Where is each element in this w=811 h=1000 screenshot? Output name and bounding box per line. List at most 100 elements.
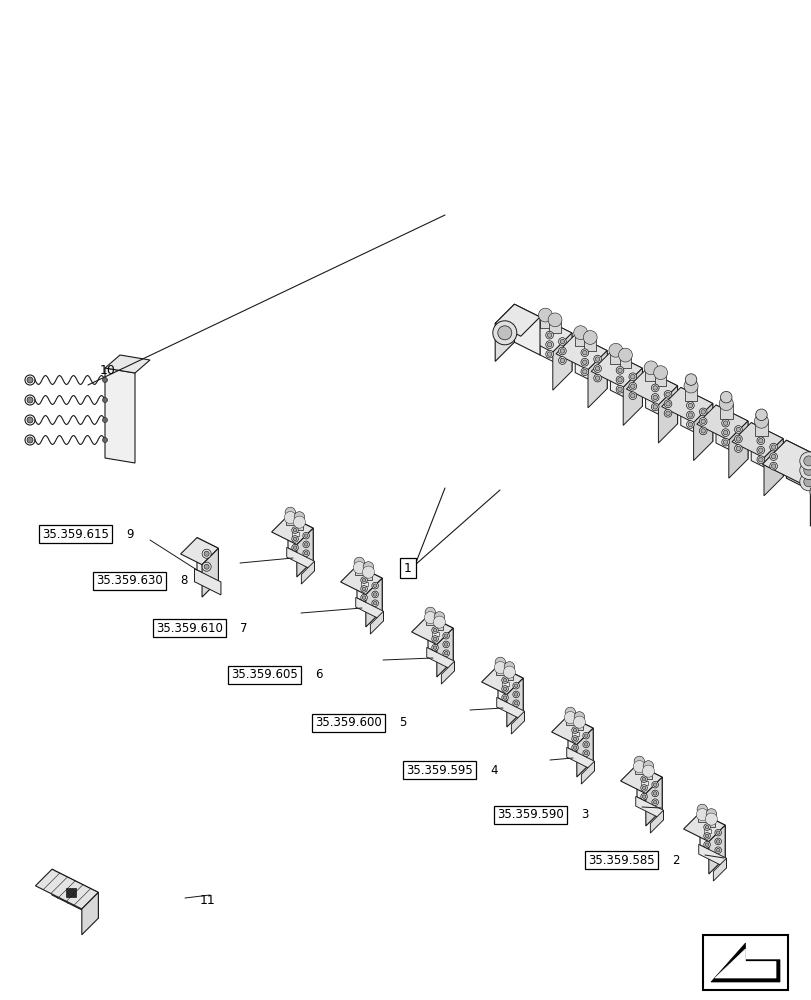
Circle shape: [513, 691, 519, 698]
Circle shape: [734, 435, 741, 443]
Circle shape: [580, 358, 588, 366]
Circle shape: [594, 366, 599, 371]
Circle shape: [687, 422, 692, 427]
Polygon shape: [513, 304, 539, 355]
Polygon shape: [496, 662, 504, 675]
Polygon shape: [295, 517, 303, 530]
Polygon shape: [645, 370, 676, 424]
Circle shape: [293, 528, 297, 532]
Circle shape: [703, 824, 710, 830]
Circle shape: [686, 402, 693, 409]
Circle shape: [547, 333, 551, 337]
Polygon shape: [370, 611, 383, 634]
Circle shape: [629, 382, 636, 390]
Text: 2: 2: [672, 854, 679, 866]
Circle shape: [580, 349, 588, 357]
Circle shape: [501, 686, 508, 692]
Circle shape: [640, 785, 646, 791]
Bar: [572, 732, 578, 736]
Circle shape: [573, 326, 587, 340]
Polygon shape: [286, 512, 294, 525]
Polygon shape: [427, 647, 454, 671]
Circle shape: [630, 374, 634, 379]
Bar: [361, 582, 367, 586]
Circle shape: [643, 361, 657, 375]
Bar: [641, 781, 647, 785]
Circle shape: [652, 395, 657, 400]
Circle shape: [284, 512, 296, 524]
Circle shape: [571, 736, 577, 742]
Circle shape: [545, 341, 553, 348]
Polygon shape: [427, 616, 453, 661]
Circle shape: [573, 737, 576, 741]
Text: 1: 1: [404, 562, 411, 574]
Circle shape: [442, 641, 448, 648]
Circle shape: [304, 543, 307, 546]
Circle shape: [617, 378, 621, 382]
Polygon shape: [566, 747, 594, 771]
Polygon shape: [645, 368, 656, 381]
Text: 7: 7: [240, 621, 247, 635]
Circle shape: [642, 761, 653, 771]
Circle shape: [433, 616, 445, 628]
Circle shape: [770, 445, 775, 449]
Polygon shape: [693, 403, 712, 461]
Circle shape: [642, 765, 654, 777]
Circle shape: [714, 838, 720, 845]
Circle shape: [547, 352, 551, 356]
Circle shape: [545, 350, 553, 358]
Circle shape: [513, 682, 519, 689]
Circle shape: [362, 566, 374, 578]
Circle shape: [653, 800, 656, 804]
Text: 35.359.615: 35.359.615: [42, 528, 109, 540]
Polygon shape: [809, 464, 811, 526]
Circle shape: [444, 643, 448, 646]
Polygon shape: [584, 337, 595, 351]
Circle shape: [360, 586, 367, 592]
Circle shape: [755, 409, 766, 421]
Polygon shape: [539, 317, 571, 371]
Polygon shape: [634, 761, 642, 774]
Circle shape: [204, 551, 209, 556]
Polygon shape: [520, 317, 571, 352]
Circle shape: [715, 848, 719, 852]
Polygon shape: [355, 597, 383, 621]
Circle shape: [799, 461, 811, 479]
Circle shape: [294, 512, 304, 522]
Bar: [66, 888, 75, 897]
Circle shape: [547, 313, 561, 327]
Polygon shape: [785, 440, 811, 502]
Polygon shape: [576, 728, 593, 777]
Text: 35.359.610: 35.359.610: [156, 621, 222, 635]
Circle shape: [102, 438, 107, 442]
Polygon shape: [297, 528, 313, 577]
Circle shape: [425, 607, 435, 618]
Circle shape: [703, 833, 710, 839]
Circle shape: [558, 338, 565, 345]
Circle shape: [736, 427, 740, 432]
Polygon shape: [763, 439, 783, 496]
Polygon shape: [82, 892, 98, 935]
Circle shape: [593, 365, 601, 372]
Circle shape: [756, 446, 764, 454]
Polygon shape: [568, 716, 593, 761]
Text: 35.359.630: 35.359.630: [96, 574, 162, 587]
Polygon shape: [180, 538, 218, 565]
Circle shape: [719, 391, 731, 403]
Circle shape: [665, 411, 669, 416]
Polygon shape: [495, 304, 539, 336]
Circle shape: [571, 744, 577, 751]
Polygon shape: [511, 711, 524, 734]
Circle shape: [584, 734, 587, 737]
Polygon shape: [625, 370, 676, 405]
Circle shape: [799, 452, 811, 470]
Polygon shape: [436, 628, 453, 677]
Circle shape: [371, 582, 378, 589]
Polygon shape: [481, 666, 522, 695]
Polygon shape: [619, 355, 630, 368]
Circle shape: [25, 435, 35, 445]
Circle shape: [663, 409, 671, 417]
Circle shape: [573, 746, 576, 749]
Circle shape: [547, 342, 551, 347]
Polygon shape: [762, 440, 811, 488]
